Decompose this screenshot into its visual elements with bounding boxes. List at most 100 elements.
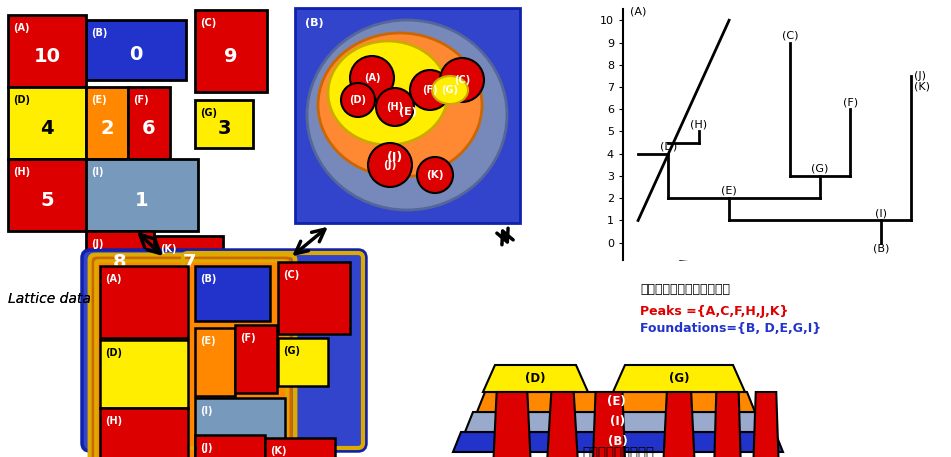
Text: (K): (K) [426,170,444,180]
Text: (K): (K) [270,446,286,456]
Text: (J): (J) [914,71,926,81]
Bar [195,398,285,457]
Text: 7: 7 [183,254,196,272]
Bar [86,159,198,231]
Text: Lattice data: Lattice data [8,292,91,306]
Bar [235,325,277,393]
Text: (D): (D) [525,372,546,385]
Polygon shape [750,392,782,457]
Text: (H): (H) [13,167,30,177]
Polygon shape [613,365,745,392]
FancyBboxPatch shape [93,258,291,457]
Bar [195,266,270,321]
Text: (E): (E) [607,395,626,409]
Bar [195,100,253,148]
Text: 4: 4 [40,118,54,138]
Text: (H): (H) [690,119,708,129]
Bar [195,435,265,457]
Circle shape [417,157,453,193]
Text: (B): (B) [91,28,107,38]
Text: (C): (C) [454,75,470,85]
Text: (A): (A) [105,274,122,284]
Text: (F): (F) [843,97,858,107]
Circle shape [341,83,375,117]
Bar [265,438,335,457]
Text: (C): (C) [782,30,798,40]
Polygon shape [483,365,588,392]
Text: (B): (B) [873,244,889,254]
Text: (C): (C) [200,18,216,28]
Text: (B): (B) [200,274,217,284]
Text: (K): (K) [160,244,177,254]
Text: (B): (B) [608,436,628,448]
Text: (I): (I) [91,167,104,177]
Text: 9: 9 [224,47,238,65]
Polygon shape [710,392,745,457]
Ellipse shape [318,33,482,177]
Text: 5: 5 [40,191,54,209]
Text: (D): (D) [660,142,677,152]
Bar [100,340,188,408]
Text: (G): (G) [200,108,217,118]
Bar [86,20,186,80]
Text: (D): (D) [105,348,122,358]
Circle shape [350,56,394,100]
Text: (E): (E) [399,107,417,117]
Polygon shape [453,432,783,452]
Text: (F): (F) [422,85,437,95]
Text: (K): (K) [914,82,930,92]
Text: (F): (F) [240,333,256,343]
Text: (I): (I) [875,208,886,218]
Bar [278,338,328,386]
Circle shape [376,88,414,126]
Text: (E): (E) [200,336,216,346]
Text: 8: 8 [113,253,126,271]
Text: (I): (I) [200,406,212,416]
Text: エシェロンデンドログラム: エシェロンデンドログラム [640,283,730,296]
Text: (B): (B) [305,18,323,28]
Text: 1: 1 [135,191,148,209]
Text: (D): (D) [350,95,366,105]
Polygon shape [545,392,580,457]
Bar [8,15,86,87]
Ellipse shape [328,41,448,145]
Bar [86,87,128,159]
Text: (H): (H) [386,102,403,112]
Bar [278,262,350,334]
Text: (C): (C) [283,270,300,280]
Polygon shape [588,392,630,457]
Text: (A): (A) [13,23,29,33]
Text: (I): (I) [387,152,403,165]
Text: (J): (J) [383,160,397,170]
Text: (F): (F) [133,95,148,105]
Text: Lattice data: Lattice data [8,292,91,306]
Ellipse shape [307,20,507,210]
Text: (D): (D) [13,95,30,105]
Bar [86,231,154,283]
Circle shape [440,58,484,102]
Bar [195,328,235,396]
Text: (G): (G) [811,164,829,174]
Polygon shape [660,392,698,457]
Text: (H): (H) [105,416,122,426]
FancyBboxPatch shape [82,250,366,451]
Bar [195,10,267,92]
Text: (J): (J) [200,443,212,453]
Text: (A): (A) [363,73,380,83]
Bar [100,266,188,338]
Text: 10: 10 [33,47,61,65]
Text: 6: 6 [143,118,156,138]
Circle shape [410,70,450,110]
Bar [8,159,86,231]
Text: 3: 3 [217,119,231,138]
Bar [100,408,188,457]
Circle shape [368,143,412,187]
Text: Peaks ={A,C,F,H,J,K}: Peaks ={A,C,F,H,J,K} [640,305,788,318]
Text: (E): (E) [91,95,107,105]
Text: (G): (G) [441,85,458,95]
Text: (A): (A) [630,7,647,17]
Text: Foundations={B, D,E,G,I}: Foundations={B, D,E,G,I} [640,322,822,335]
Text: 2: 2 [100,118,114,138]
Polygon shape [465,412,770,432]
Text: (E): (E) [721,186,737,196]
